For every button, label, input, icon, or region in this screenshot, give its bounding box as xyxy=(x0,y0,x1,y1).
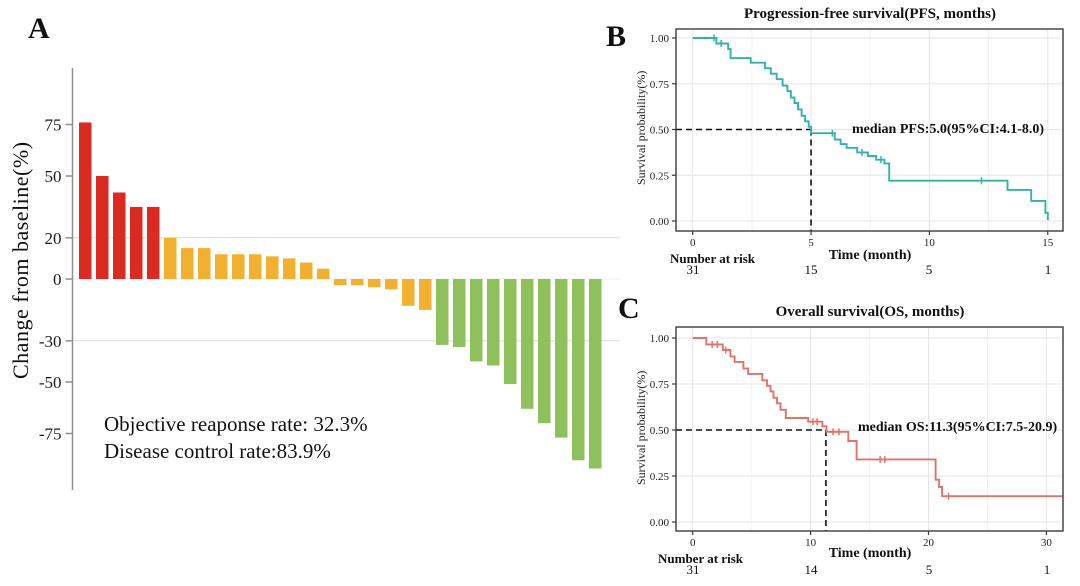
km-y-tick-label: 0.50 xyxy=(650,125,670,137)
pfs-title: Progression-free survival(PFS, months) xyxy=(743,6,997,22)
waterfall-bar xyxy=(538,279,551,424)
waterfall-bar xyxy=(470,279,483,362)
waterfall-y-tick-label: 75 xyxy=(45,116,62,135)
waterfall-bar xyxy=(589,279,602,469)
waterfall-bar xyxy=(130,206,143,279)
os-number-at-risk-value: 14 xyxy=(804,562,818,577)
km-y-tick-label: 0.25 xyxy=(650,170,670,182)
km-survival-curve xyxy=(692,37,1049,221)
waterfall-y-tick-label: -30 xyxy=(39,332,62,351)
km-x-tick-label: 0 xyxy=(690,537,696,549)
os-median-annotation: median OS:11.3(95%CI:7.5-20.9) xyxy=(858,420,1058,435)
os-y-axis-title: Survival probability(%) xyxy=(634,370,648,486)
km-y-tick-label: 0.75 xyxy=(650,379,670,391)
os-number-at-risk-value: 1 xyxy=(1043,562,1051,577)
os-number-at-risk-label: Number at risk xyxy=(658,551,743,566)
waterfall-bar xyxy=(487,279,500,366)
pfs-number-at-risk-value: 5 xyxy=(925,262,933,277)
panel-c-label: C xyxy=(618,292,640,325)
objective-response-text: Objective reaponse rate: 32.3% xyxy=(104,412,368,436)
pfs-km-chart: 0 5 10 15 1.00 0.75 0.50 0.25 0.00 xyxy=(650,28,1064,249)
waterfall-bar xyxy=(283,258,296,279)
waterfall-bar xyxy=(164,237,177,279)
panel-b-label: B xyxy=(606,20,627,53)
km-y-tick-label: 1.00 xyxy=(650,333,670,345)
km-y-tick-label: 0.75 xyxy=(650,79,670,91)
os-number-at-risk-value: 5 xyxy=(925,562,933,577)
waterfall-y-tick-label: 0 xyxy=(53,270,62,289)
km-y-tick-label: 1.00 xyxy=(650,33,670,45)
waterfall-bar xyxy=(317,268,330,279)
pfs-number-at-risk-value: 31 xyxy=(686,262,700,277)
os-number-at-risk-value: 31 xyxy=(686,562,700,577)
waterfall-bar xyxy=(504,279,517,385)
km-x-tick-label: 10 xyxy=(805,537,817,549)
pfs-x-axis-title: Time (month) xyxy=(828,248,912,263)
km-y-tick-label: 0.25 xyxy=(650,471,670,483)
waterfall-bar xyxy=(572,279,585,461)
waterfall-bar xyxy=(436,279,449,345)
km-x-tick-label: 15 xyxy=(1042,237,1054,249)
waterfall-bar xyxy=(215,254,228,279)
os-title: Overall survival(OS, months) xyxy=(775,304,965,320)
waterfall-y-tick-label: -50 xyxy=(39,373,62,392)
km-x-tick-label: 10 xyxy=(924,237,936,249)
waterfall-bar xyxy=(521,279,534,409)
waterfall-y-tick-label: 20 xyxy=(45,229,62,248)
waterfall-bar xyxy=(147,206,160,279)
waterfall-bar xyxy=(249,254,262,279)
km-x-tick-label: 30 xyxy=(1041,537,1053,549)
waterfall-bar xyxy=(96,176,109,279)
pfs-number-at-risk-label: Number at risk xyxy=(670,251,755,266)
waterfall-bar xyxy=(300,262,313,279)
waterfall-y-tick-label: -75 xyxy=(39,425,62,444)
waterfall-bar xyxy=(351,279,364,286)
waterfall-y-axis-title: Change from baseline(%) xyxy=(8,141,33,379)
panel-a-label: A xyxy=(28,12,50,45)
waterfall-bar xyxy=(402,279,415,306)
km-y-tick-label: 0.50 xyxy=(650,425,670,437)
waterfall-bar xyxy=(368,279,381,288)
os-x-axis-title: Time (month) xyxy=(828,546,912,561)
waterfall-y-tick-label: 50 xyxy=(45,167,62,186)
pfs-median-annotation: median PFS:5.0(95%CI:4.1-8.0) xyxy=(852,122,1045,137)
km-x-tick-label: 20 xyxy=(923,537,935,549)
km-y-tick-label: 0.00 xyxy=(650,216,670,228)
km-survival-curve xyxy=(692,337,1063,498)
pfs-y-axis-title: Survival probability(%) xyxy=(634,70,648,186)
waterfall-bar xyxy=(232,254,245,279)
pfs-number-at-risk-value: 1 xyxy=(1044,262,1052,277)
waterfall-bar xyxy=(198,248,211,279)
waterfall-bar xyxy=(113,192,126,279)
waterfall-bar xyxy=(453,279,466,347)
waterfall-bar xyxy=(266,256,279,279)
waterfall-bar xyxy=(181,248,194,279)
km-y-tick-label: 0.00 xyxy=(650,517,670,529)
os-km-chart: 0 10 20 30 1.00 0.75 0.50 0.25 0.00 xyxy=(650,326,1064,549)
waterfall-bar xyxy=(79,122,92,279)
waterfall-bar xyxy=(385,279,398,290)
km-plot-border xyxy=(675,326,1064,532)
km-x-tick-label: 0 xyxy=(690,237,696,249)
pfs-number-at-risk-value: 15 xyxy=(804,262,818,277)
waterfall-bar xyxy=(555,279,568,438)
disease-control-text: Disease control rate:83.9% xyxy=(104,439,331,463)
waterfall-bar xyxy=(334,279,347,286)
km-x-tick-label: 5 xyxy=(808,237,814,249)
waterfall-chart: 75 50 20 0 -30 -50 -75 xyxy=(39,68,620,490)
waterfall-bar xyxy=(419,279,432,310)
